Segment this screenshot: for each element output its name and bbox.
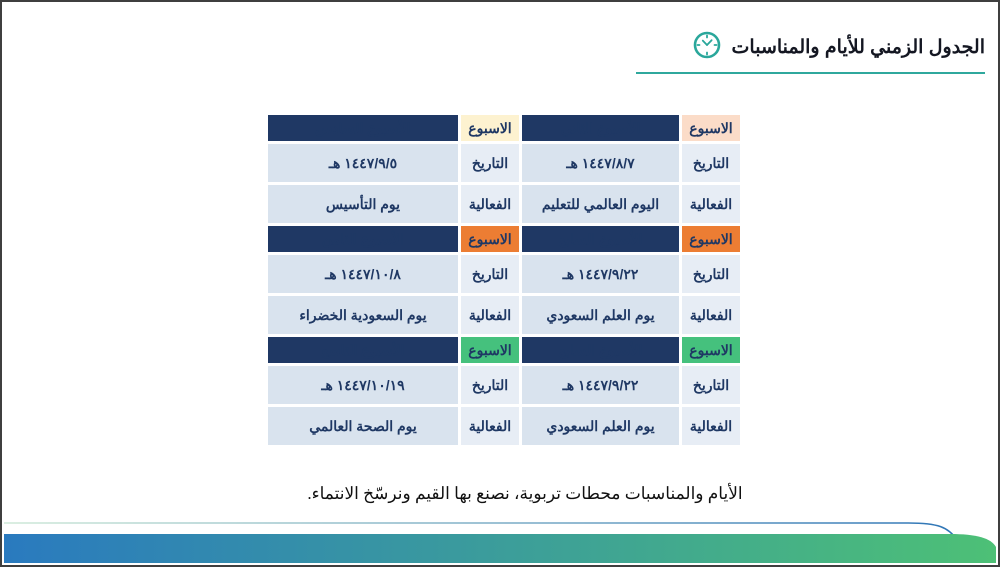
date-value-cell: ١٤٤٧/٨/٧ هـ [522, 144, 679, 182]
week-label-cell: الاسبوع [682, 226, 740, 252]
table-row: التاريخ ١٤٤٧/٩/٢٢ هـ التاريخ ١٤٤٧/١٠/١٩ … [268, 366, 740, 404]
table-row: التاريخ ١٤٤٧/٨/٧ هـ التاريخ ١٤٤٧/٩/٥ هـ [268, 144, 740, 182]
week-label-cell: الاسبوع [682, 337, 740, 363]
footer-gradient-bar [4, 534, 996, 563]
event-value-cell: يوم العلم السعودي [522, 407, 679, 445]
table-row: الفعالية اليوم العالمي للتعليم الفعالية … [268, 185, 740, 223]
week-label-cell: الاسبوع [461, 337, 519, 363]
schedule-table: الاسبوع الأسبوع الثاني الاسبوع الأسبوع ا… [265, 112, 743, 448]
footer-caption: الأيام والمناسبات محطات تربوية، نصنع بها… [307, 484, 743, 503]
week-label-cell: الاسبوع [461, 115, 519, 141]
event-value-cell: يوم العلم السعودي [522, 296, 679, 334]
table-row: الفعالية يوم العلم السعودي الفعالية يوم … [268, 296, 740, 334]
date-label-cell: التاريخ [461, 144, 519, 182]
date-value-cell: ١٤٤٧/١٠/٨ هـ [268, 255, 458, 293]
date-value-cell: ١٤٤٧/٩/٥ هـ [268, 144, 458, 182]
footer-band [4, 517, 996, 563]
table-row: الاسبوع الأسبوع السابع الاسبوع الأسبوع ا… [268, 226, 740, 252]
date-label-cell: التاريخ [461, 366, 519, 404]
event-value-cell: يوم الصحة العالمي [268, 407, 458, 445]
event-label-cell: الفعالية [682, 296, 740, 334]
week-value-cell: الأسبوع السابع [522, 337, 679, 363]
event-label-cell: الفعالية [682, 407, 740, 445]
event-label-cell: الفعالية [461, 185, 519, 223]
week-value-cell: الأسبوع الثامن [268, 226, 458, 252]
event-value-cell: يوم السعودية الخضراء [268, 296, 458, 334]
week-label-cell: الاسبوع [461, 226, 519, 252]
page-title: الجدول الزمني للأيام والمناسبات [731, 37, 985, 58]
date-label-cell: التاريخ [461, 255, 519, 293]
date-value-cell: ١٤٤٧/١٠/١٩ هـ [268, 366, 458, 404]
page-header: الجدول الزمني للأيام والمناسبات [636, 30, 985, 74]
event-value-cell: يوم التأسيس [268, 185, 458, 223]
table-row: الاسبوع الأسبوع الثاني الاسبوع الأسبوع ا… [268, 115, 740, 141]
date-label-cell: التاريخ [682, 144, 740, 182]
week-value-cell: الأسبوع التاسع [268, 337, 458, 363]
event-label-cell: الفعالية [461, 296, 519, 334]
week-value-cell: الأسبوع الثاني [522, 115, 679, 141]
table-row: الاسبوع الأسبوع السابع الاسبوع الأسبوع ا… [268, 337, 740, 363]
week-label-cell: الاسبوع [682, 115, 740, 141]
date-label-cell: التاريخ [682, 366, 740, 404]
event-value-cell: اليوم العالمي للتعليم [522, 185, 679, 223]
table-row: التاريخ ١٤٤٧/٩/٢٢ هـ التاريخ ١٤٤٧/١٠/٨ ه… [268, 255, 740, 293]
event-label-cell: الفعالية [461, 407, 519, 445]
date-value-cell: ١٤٤٧/٩/٢٢ هـ [522, 366, 679, 404]
event-label-cell: الفعالية [682, 185, 740, 223]
date-value-cell: ١٤٤٧/٩/٢٢ هـ [522, 255, 679, 293]
week-value-cell: الأسبوع السادس [268, 115, 458, 141]
clock-icon [692, 30, 722, 65]
table-row: الفعالية يوم العلم السعودي الفعالية يوم … [268, 407, 740, 445]
week-value-cell: الأسبوع السابع [522, 226, 679, 252]
date-label-cell: التاريخ [682, 255, 740, 293]
